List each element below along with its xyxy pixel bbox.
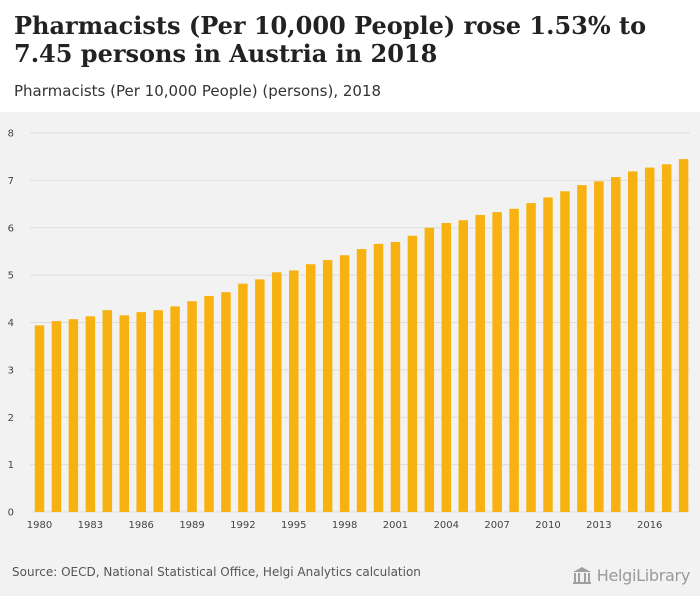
x-tick-label: 1992 xyxy=(230,520,255,531)
x-tick-label: 2016 xyxy=(637,520,662,531)
bar-1991 xyxy=(221,292,231,512)
bars xyxy=(34,159,689,513)
bar-1983 xyxy=(85,316,96,512)
bar-1999 xyxy=(356,249,367,512)
bar-2011 xyxy=(560,191,570,512)
bar-2004 xyxy=(441,223,452,512)
x-axis-ticks: 1980 1983 1986 1989 1992 1995 1998 2001 2004 2007… xyxy=(27,520,663,531)
bar-1984 xyxy=(102,310,113,512)
x-tick-label: 2007 xyxy=(484,520,509,531)
chart-title: Pharmacists (Per 10,000 People) rose 1.5… xyxy=(14,11,647,68)
x-tick-label: 1986 xyxy=(128,520,153,531)
x-tick-label: 2013 xyxy=(586,520,611,531)
source-note: Source: OECD, National Statistical Offic… xyxy=(12,565,421,579)
bar-2012 xyxy=(577,185,587,513)
x-tick-label: 2010 xyxy=(535,520,560,531)
bar-2010 xyxy=(543,197,553,512)
bar-2017 xyxy=(661,164,672,512)
bar-2006 xyxy=(475,214,485,512)
bar-2007 xyxy=(492,212,502,512)
x-tick-label: 1980 xyxy=(27,520,52,531)
bar-1992 xyxy=(238,283,248,512)
bar-1986 xyxy=(136,312,146,512)
bar-1982 xyxy=(68,319,79,512)
bar-1990 xyxy=(204,295,214,512)
bar-2001 xyxy=(390,241,401,512)
y-tick-label: 7 xyxy=(8,176,14,187)
bar-1996 xyxy=(305,264,316,512)
bar-1993 xyxy=(255,279,265,512)
y-tick-label: 5 xyxy=(8,271,14,282)
bar-1985 xyxy=(119,315,129,512)
x-tick-label: 1995 xyxy=(281,520,306,531)
bar-1987 xyxy=(153,310,163,512)
bar-2005 xyxy=(458,220,468,513)
bar-2002 xyxy=(407,235,418,513)
bar-1994 xyxy=(272,272,282,512)
y-tick-label: 8 xyxy=(8,129,14,140)
bar-2014 xyxy=(611,177,621,512)
bar-2000 xyxy=(373,243,384,513)
bar-1988 xyxy=(170,306,180,512)
bar-1980 xyxy=(34,325,45,512)
y-tick-label: 6 xyxy=(8,223,14,234)
helgi-library-logo: HelgiLibrary xyxy=(571,562,690,588)
y-tick-label: 0 xyxy=(8,508,14,519)
bar-2009 xyxy=(526,203,536,512)
chart-area: 0 1 2 3 4 5 6 7 8 1980 1983 1986 1989 1992 1995 1998 20… xyxy=(0,112,700,556)
footer: Source: OECD, National Statistical Offic… xyxy=(0,556,700,596)
bar-2003 xyxy=(424,227,435,512)
y-tick-label: 4 xyxy=(8,318,14,329)
x-tick-label: 2001 xyxy=(383,520,408,531)
x-tick-label: 1998 xyxy=(332,520,357,531)
bar-2008 xyxy=(509,208,519,513)
bar-1995 xyxy=(289,270,299,512)
bar-1989 xyxy=(187,301,197,512)
bar-1997 xyxy=(322,259,333,512)
bar-2015 xyxy=(628,171,638,512)
chart-subtitle: Pharmacists (Per 10,000 People) (persons… xyxy=(14,82,382,100)
bar-1981 xyxy=(51,321,62,512)
bar-2018 xyxy=(678,159,689,512)
y-axis-ticks: 0 1 2 3 4 5 6 7 8 xyxy=(8,129,14,519)
x-tick-label: 1989 xyxy=(179,520,204,531)
bar-chart: 0 1 2 3 4 5 6 7 8 1980 1983 1986 1989 1992 1995 1998 20… xyxy=(8,129,690,531)
x-tick-label: 2004 xyxy=(434,520,459,531)
bar-2016 xyxy=(644,167,655,512)
y-tick-label: 2 xyxy=(8,413,14,424)
logo-text: HelgiLibrary xyxy=(596,565,691,585)
library-building-icon xyxy=(572,567,591,584)
y-tick-label: 3 xyxy=(8,365,14,376)
y-tick-label: 1 xyxy=(8,460,14,471)
bar-2013 xyxy=(594,181,604,512)
bar-1998 xyxy=(339,255,350,513)
x-tick-label: 1983 xyxy=(78,520,103,531)
